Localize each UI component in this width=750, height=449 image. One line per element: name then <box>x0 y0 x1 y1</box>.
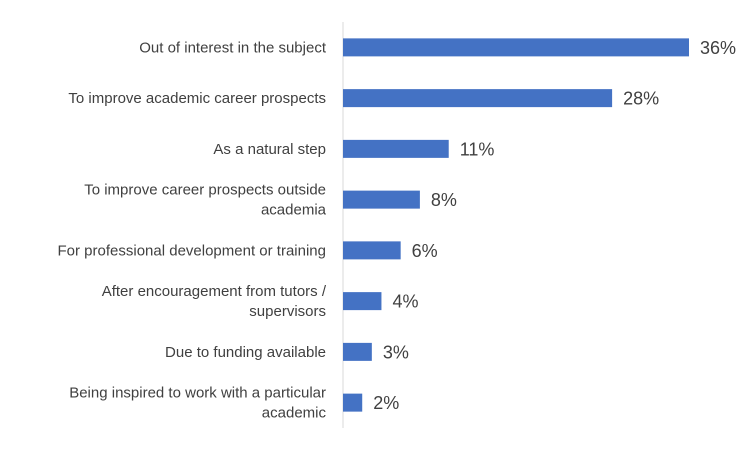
bar <box>343 38 689 57</box>
bar <box>343 342 372 361</box>
category-label: As a natural step <box>213 141 326 158</box>
data-label: 6% <box>412 241 438 261</box>
category-label: Due to funding available <box>165 344 326 361</box>
bar <box>343 89 613 108</box>
data-label: 4% <box>392 292 418 312</box>
data-label: 28% <box>623 89 659 109</box>
data-label: 8% <box>431 190 457 210</box>
category-label: To improve academic career prospects <box>68 90 326 107</box>
bar <box>343 139 449 158</box>
data-label: 3% <box>383 342 409 362</box>
data-label: 11% <box>460 139 495 159</box>
bar <box>343 241 401 260</box>
category-label: academia <box>261 202 327 219</box>
category-label: academic <box>262 405 327 422</box>
bar <box>343 292 382 311</box>
category-label: supervisors <box>249 303 326 320</box>
category-label: Out of interest in the subject <box>139 39 327 56</box>
category-label: To improve career prospects outside <box>84 182 326 199</box>
bar <box>343 393 363 412</box>
category-label: Being inspired to work with a particular <box>69 385 326 402</box>
category-label: For professional development or training <box>58 242 326 259</box>
bar <box>343 190 420 209</box>
data-label: 36% <box>700 38 736 58</box>
data-label: 2% <box>373 393 399 413</box>
category-label: After encouragement from tutors / <box>102 283 327 300</box>
